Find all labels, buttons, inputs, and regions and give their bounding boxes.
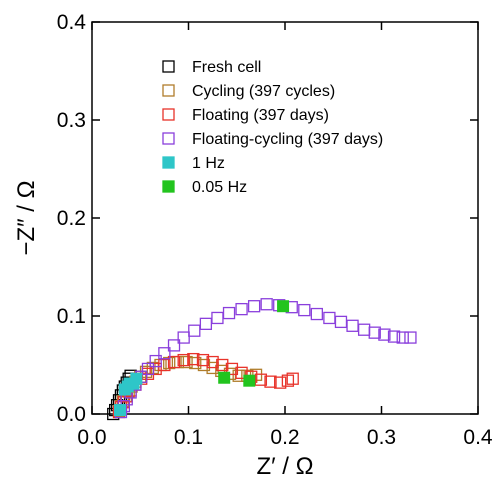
legend-swatch (162, 84, 175, 97)
data-point (177, 331, 190, 344)
x-tick-label: 0.3 (367, 426, 396, 449)
legend-label: Cycling (397 cycles) (192, 83, 335, 100)
legend-label: 0.05 Hz (192, 179, 247, 196)
x-tick-labels: 0.0 0.1 0.2 0.3 0.4 (77, 426, 493, 449)
series-floating-cycling-397-days (114, 298, 417, 419)
y-tick-label: 0.4 (57, 11, 87, 34)
data-point (274, 376, 287, 389)
data-point (260, 298, 273, 311)
data-point (254, 373, 268, 386)
data-point (188, 324, 201, 337)
y-tick-label: 0.1 (57, 305, 86, 328)
data-point (222, 306, 236, 320)
data-point (378, 328, 391, 341)
legend-item: Floating-cycling (397 days) (162, 131, 383, 148)
legend-item: 1 Hz (162, 155, 225, 172)
y-axis-title: −Z″ / Ω (13, 180, 40, 255)
data-point (149, 354, 162, 368)
data-point (196, 353, 210, 367)
data-point (310, 307, 323, 321)
data-point (149, 362, 162, 376)
data-point (357, 323, 371, 336)
data-point (225, 362, 239, 376)
data-point (163, 356, 176, 370)
legend-label: Fresh cell (192, 59, 261, 76)
legend-item: Fresh cell (162, 59, 261, 76)
data-point (264, 375, 277, 388)
data-point (167, 339, 181, 352)
legend-swatch (162, 156, 175, 169)
legend-item: 0.05 Hz (162, 179, 247, 196)
legend-swatch (162, 108, 175, 121)
data-point (216, 358, 229, 372)
data-point (158, 347, 171, 360)
data-point (177, 353, 190, 367)
plot-area (91, 21, 479, 421)
frequency-marker (243, 374, 256, 387)
data-point (141, 362, 155, 376)
data-point (247, 300, 261, 313)
data-point (235, 366, 248, 379)
x-tick-label: 0.1 (174, 426, 203, 449)
data-point (187, 352, 200, 366)
legend: Fresh cell Cycling (397 cycles) Floating (… (162, 59, 383, 196)
x-tick-label: 0.4 (463, 426, 493, 449)
legend-item: Cycling (397 cycles) (162, 83, 335, 100)
x-tick-label: 0.2 (270, 426, 299, 449)
legend-item: Floating (397 days) (162, 107, 329, 124)
y-tick-label: 0.3 (57, 109, 86, 132)
y-tick-label: 0.0 (57, 403, 86, 426)
data-point (167, 355, 181, 369)
data-point (235, 302, 248, 316)
data-point (281, 374, 295, 387)
x-tick-label: 0.0 (77, 426, 106, 449)
data-point (387, 330, 401, 343)
legend-swatch (162, 132, 175, 145)
marker-0-05-hz (218, 300, 290, 387)
data-point (211, 311, 224, 325)
data-point (298, 303, 311, 317)
frequency-marker (218, 371, 231, 384)
data-point (199, 317, 213, 330)
data-point (396, 331, 409, 344)
legend-swatch (162, 180, 175, 193)
legend-swatch (162, 60, 175, 73)
frequency-marker (113, 404, 126, 417)
axis-ticks (91, 21, 479, 415)
frequency-marker (277, 300, 290, 313)
data-point (180, 355, 193, 369)
data-layer (107, 298, 417, 421)
data-point (323, 311, 336, 325)
data-point (346, 319, 359, 332)
y-tick-labels: 0.0 0.1 0.2 0.3 0.4 (57, 11, 87, 426)
data-point (368, 326, 381, 339)
legend-label: Floating-cycling (397 days) (192, 131, 383, 148)
data-point (334, 315, 348, 329)
data-point (206, 355, 219, 369)
legend-label: 1 Hz (192, 155, 225, 172)
data-point (158, 358, 171, 372)
y-tick-label: 0.2 (57, 207, 86, 230)
legend-label: Floating (397 days) (192, 107, 329, 124)
x-axis-title: Z′ / Ω (256, 453, 313, 480)
marker-1-hz (113, 372, 143, 417)
frequency-marker (130, 372, 143, 385)
data-point (286, 372, 299, 385)
data-point (404, 331, 417, 344)
